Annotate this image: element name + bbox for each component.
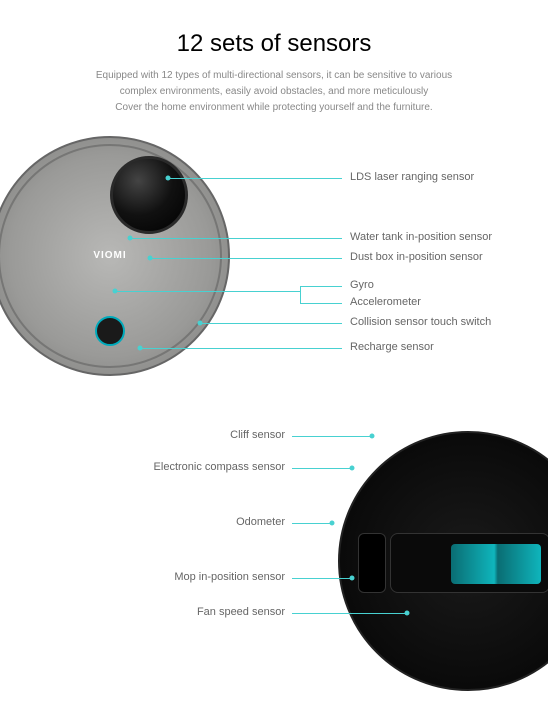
line-water — [130, 238, 342, 239]
sensor-diagram: VIOMI LDS laser ranging sensor Water tan… — [0, 116, 548, 716]
page-subtitle: Equipped with 12 types of multi-directio… — [54, 68, 494, 116]
dot-odometer — [330, 521, 335, 526]
line-gyro-h2a — [300, 286, 342, 287]
subtitle-line-2: complex environments, easily avoid obsta… — [120, 86, 428, 97]
label-cliff: Cliff sensor — [230, 429, 285, 441]
brush-roller — [451, 544, 541, 584]
dot-mop — [350, 576, 355, 581]
label-collision: Collision sensor touch switch — [350, 316, 491, 328]
vacuum-top-view: VIOMI — [0, 136, 230, 376]
label-gyro: Gyro — [350, 279, 374, 291]
line-gyro-v — [300, 286, 301, 303]
subtitle-line-1: Equipped with 12 types of multi-directio… — [96, 70, 452, 81]
line-gyro-h2b — [300, 303, 342, 304]
dot-cliff — [370, 434, 375, 439]
label-accel: Accelerometer — [350, 296, 421, 308]
vacuum-bottom-body — [338, 431, 548, 691]
brush-housing — [390, 533, 548, 593]
subtitle-line-3: Cover the home environment while protect… — [115, 102, 432, 113]
line-dust — [150, 258, 342, 259]
label-odometer: Odometer — [236, 516, 285, 528]
line-collision — [200, 323, 342, 324]
page-title: 12 sets of sensors — [0, 30, 548, 58]
brand-logo: VIOMI — [93, 250, 126, 261]
line-compass — [292, 468, 352, 469]
lds-turret — [110, 156, 188, 234]
label-mop: Mop in-position sensor — [174, 571, 285, 583]
dot-fan — [405, 611, 410, 616]
line-cliff — [292, 436, 372, 437]
wheel-left — [358, 533, 386, 593]
dot-compass — [350, 466, 355, 471]
line-odometer — [292, 523, 332, 524]
label-water: Water tank in-position sensor — [350, 231, 492, 243]
label-compass: Electronic compass sensor — [154, 461, 285, 473]
label-dust: Dust box in-position sensor — [350, 251, 483, 263]
header: 12 sets of sensors Equipped with 12 type… — [0, 0, 548, 116]
line-fan — [292, 613, 407, 614]
line-mop — [292, 578, 352, 579]
label-recharge: Recharge sensor — [350, 341, 434, 353]
label-lds: LDS laser ranging sensor — [350, 171, 474, 183]
line-recharge — [140, 348, 342, 349]
vacuum-top-body: VIOMI — [0, 136, 230, 376]
line-lds — [168, 178, 342, 179]
label-fan: Fan speed sensor — [197, 606, 285, 618]
line-gyro-h1 — [115, 291, 300, 292]
power-button-icon — [95, 316, 125, 346]
vacuum-bottom-view — [338, 431, 548, 691]
